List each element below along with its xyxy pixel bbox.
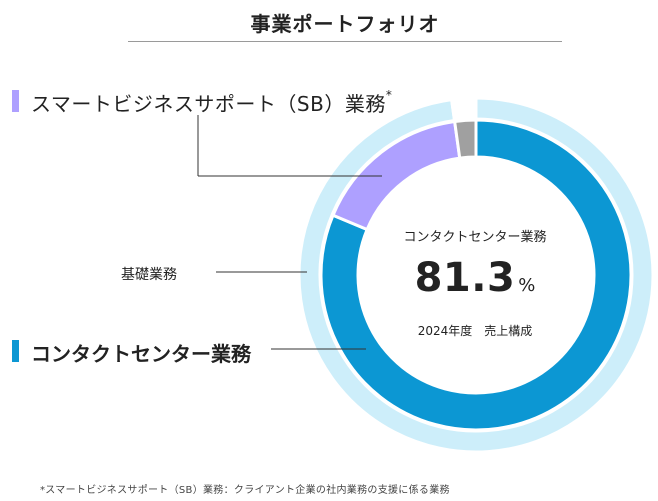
contact-legend-marker xyxy=(12,340,19,362)
inner-ring-slice-0 xyxy=(319,118,633,432)
contact-label: コンタクトセンター業務 xyxy=(31,342,251,366)
center-note: 2024年度 売上構成 xyxy=(417,324,533,338)
center-value-number: 81.3 xyxy=(414,255,516,301)
sb-label-text: スマートビジネスサポート（SB）業務 xyxy=(31,92,386,116)
center-value-unit: % xyxy=(518,275,536,296)
sb-label: スマートビジネスサポート（SB）業務* xyxy=(31,88,392,117)
title-divider xyxy=(128,41,562,42)
basic-label: 基礎業務 xyxy=(121,267,177,283)
inner-ring-slice-unlabeled-2 xyxy=(452,118,478,160)
footnote: *スマートビジネスサポート（SB）業務：クライアント企業の社内業務の支援に係る業… xyxy=(40,485,450,496)
outer-ring-slice-unlabeled-1 xyxy=(449,96,478,123)
center-value: 81.3% xyxy=(380,255,570,301)
inner-ring xyxy=(319,118,633,432)
sb-legend-marker xyxy=(12,90,19,112)
sb-label-mark: * xyxy=(385,88,393,102)
center-segment-name: コンタクトセンター業務 xyxy=(403,230,547,245)
chart-title: 事業ポートフォリオ xyxy=(250,12,440,36)
